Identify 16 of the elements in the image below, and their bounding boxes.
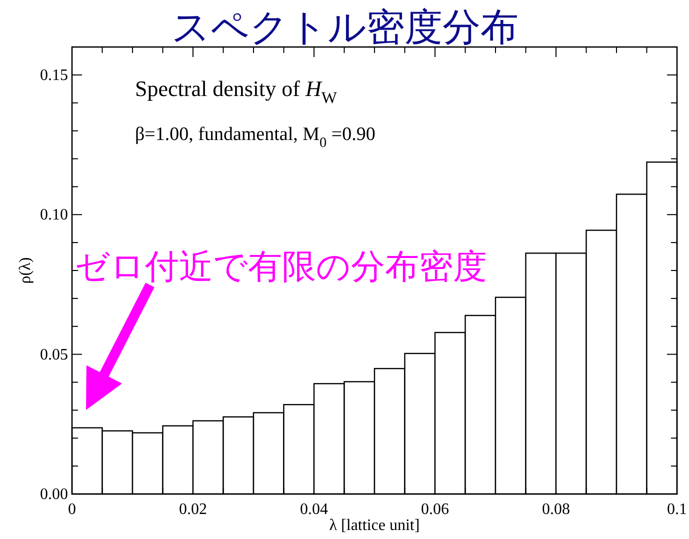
x-tick-label: 0.04 [300,501,328,518]
text: 0.02 [179,501,207,518]
annotation: ゼロ付近で有限の分布密度 [75,247,487,287]
x-tick-label: 0.1 [667,501,687,518]
y-tick-label: 0.00 [40,486,68,503]
chart-title: スペクトル密度分布 [172,5,518,49]
annotation: Spectral density of H$_{W}$ [135,76,338,107]
y-tick-label: 0.10 [40,206,68,224]
x-tick-label: 0.06 [421,501,449,518]
y-axis-title: ρ(λ) [17,257,34,284]
x-axis-title: λ [lattice unit] [329,517,420,534]
y-tick-label: 0.05 [40,346,68,364]
y-tick-label: 0.15 [40,66,68,84]
x-tick-label: 0.08 [542,501,570,518]
x-tick-label: 0 [68,501,76,518]
annotation: β=1.00, fundamental, M$_{0}$ =0.90 [135,124,376,151]
